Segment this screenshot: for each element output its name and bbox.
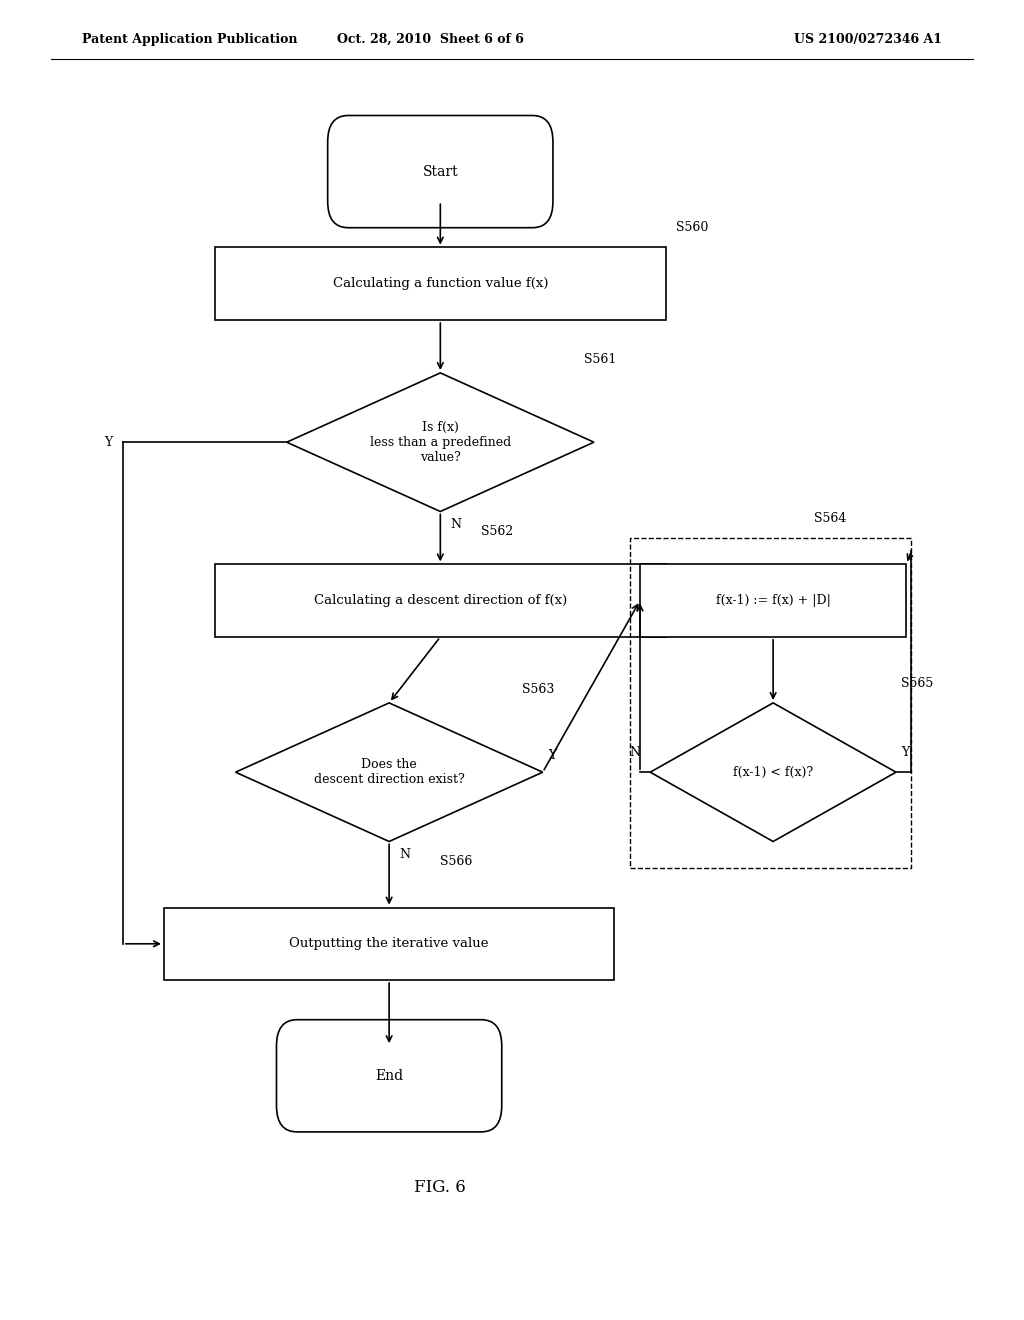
Text: f(x-1) < f(x)?: f(x-1) < f(x)? bbox=[733, 766, 813, 779]
FancyBboxPatch shape bbox=[276, 1019, 502, 1131]
Text: US 2100/0272346 A1: US 2100/0272346 A1 bbox=[794, 33, 942, 46]
Text: N: N bbox=[629, 746, 640, 759]
Text: Y: Y bbox=[104, 436, 113, 449]
Text: Patent Application Publication: Patent Application Publication bbox=[82, 33, 297, 46]
Bar bbox=[630, 539, 911, 869]
Text: S564: S564 bbox=[814, 512, 847, 524]
Text: Start: Start bbox=[423, 165, 458, 178]
Text: S561: S561 bbox=[584, 354, 616, 366]
Text: Is f(x)
less than a predefined
value?: Is f(x) less than a predefined value? bbox=[370, 421, 511, 463]
Text: Outputting the iterative value: Outputting the iterative value bbox=[290, 937, 488, 950]
Text: S563: S563 bbox=[522, 684, 555, 697]
Text: Calculating a function value f(x): Calculating a function value f(x) bbox=[333, 277, 548, 290]
FancyBboxPatch shape bbox=[640, 564, 906, 636]
FancyBboxPatch shape bbox=[215, 564, 666, 636]
Text: S566: S566 bbox=[440, 855, 473, 867]
Polygon shape bbox=[236, 704, 543, 842]
Text: End: End bbox=[375, 1069, 403, 1082]
Text: N: N bbox=[451, 517, 462, 531]
Text: Calculating a descent direction of f(x): Calculating a descent direction of f(x) bbox=[313, 594, 567, 607]
FancyBboxPatch shape bbox=[328, 116, 553, 227]
Text: Y: Y bbox=[548, 748, 556, 762]
FancyBboxPatch shape bbox=[215, 247, 666, 319]
Polygon shape bbox=[287, 372, 594, 511]
Text: f(x-1) := f(x) + |D|: f(x-1) := f(x) + |D| bbox=[716, 594, 830, 607]
Polygon shape bbox=[650, 704, 896, 842]
Text: Y: Y bbox=[901, 746, 909, 759]
Text: Does the
descent direction exist?: Does the descent direction exist? bbox=[313, 758, 465, 787]
Text: S562: S562 bbox=[481, 524, 513, 537]
Text: S565: S565 bbox=[901, 677, 933, 689]
Text: N: N bbox=[399, 849, 411, 861]
Text: S560: S560 bbox=[676, 222, 709, 235]
FancyBboxPatch shape bbox=[164, 908, 614, 979]
Text: FIG. 6: FIG. 6 bbox=[415, 1180, 466, 1196]
Text: Oct. 28, 2010  Sheet 6 of 6: Oct. 28, 2010 Sheet 6 of 6 bbox=[337, 33, 523, 46]
